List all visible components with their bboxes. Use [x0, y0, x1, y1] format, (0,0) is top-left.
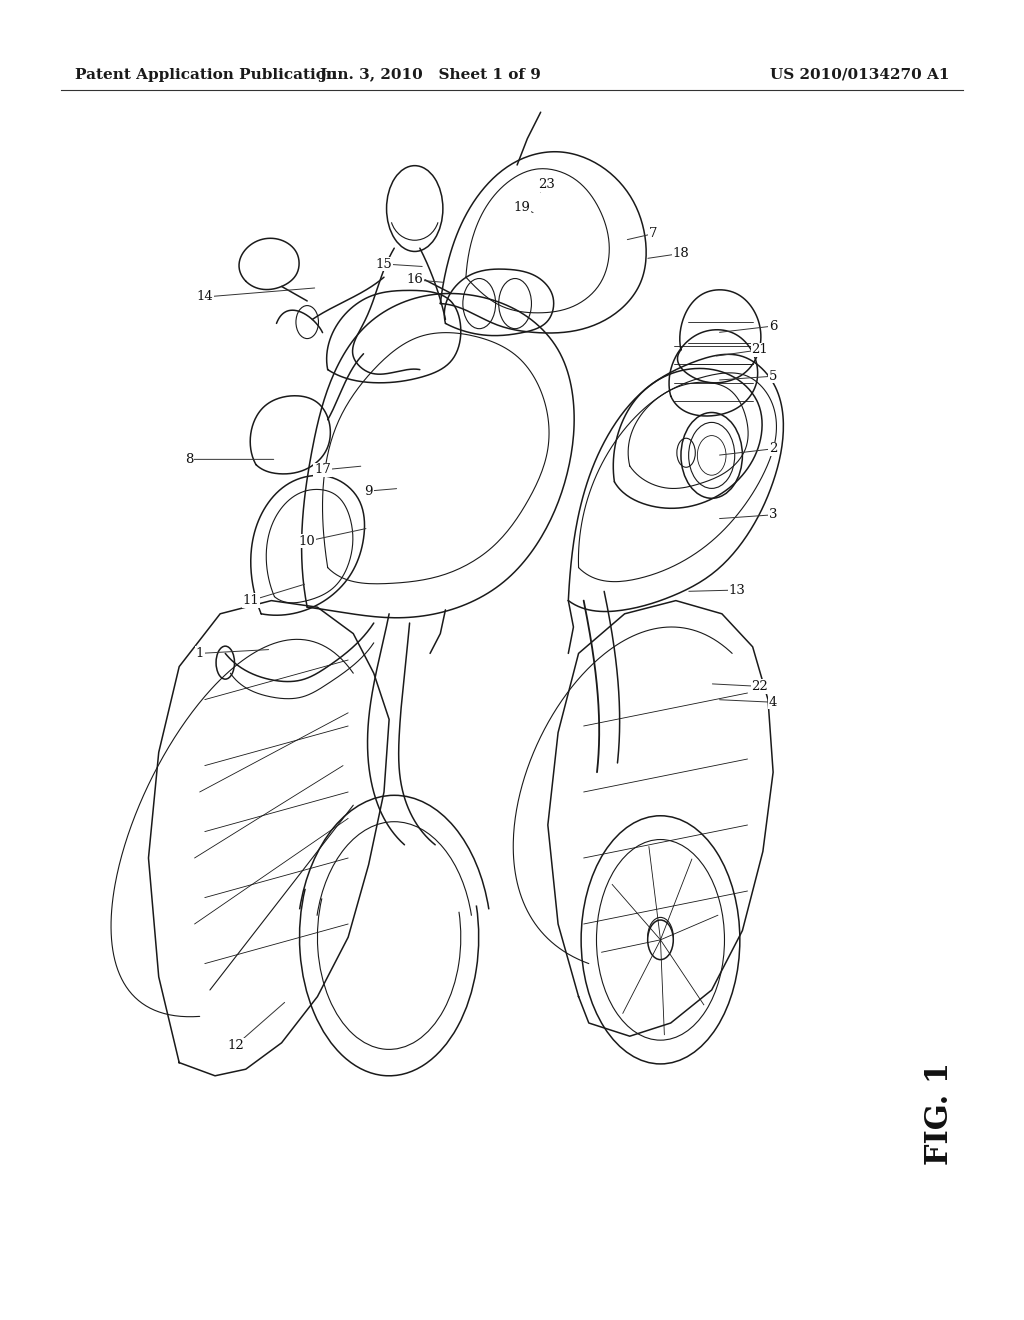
Text: 2: 2 [769, 442, 777, 455]
Text: 12: 12 [227, 1039, 244, 1052]
Text: 21: 21 [752, 343, 768, 356]
Text: 16: 16 [407, 273, 423, 286]
Ellipse shape [648, 920, 674, 960]
Text: 23: 23 [539, 178, 555, 191]
Text: Patent Application Publication: Patent Application Publication [75, 69, 337, 82]
Text: 19: 19 [514, 201, 530, 214]
Text: 6: 6 [769, 319, 777, 333]
Text: 8: 8 [185, 453, 194, 466]
Text: 15: 15 [376, 257, 392, 271]
Text: 17: 17 [314, 463, 331, 477]
Text: Jun. 3, 2010   Sheet 1 of 9: Jun. 3, 2010 Sheet 1 of 9 [319, 69, 541, 82]
Text: 7: 7 [649, 227, 657, 240]
Text: 11: 11 [243, 594, 259, 607]
Text: US 2010/0134270 A1: US 2010/0134270 A1 [770, 69, 950, 82]
Text: FIG. 1: FIG. 1 [925, 1063, 955, 1166]
Text: 4: 4 [769, 696, 777, 709]
Text: 5: 5 [769, 370, 777, 383]
Text: 22: 22 [752, 680, 768, 693]
Text: 13: 13 [729, 583, 745, 597]
Text: 18: 18 [673, 247, 689, 260]
Text: 14: 14 [197, 290, 213, 304]
Text: 3: 3 [769, 508, 777, 521]
Text: 1: 1 [196, 647, 204, 660]
Text: 9: 9 [365, 484, 373, 498]
Text: 10: 10 [299, 535, 315, 548]
